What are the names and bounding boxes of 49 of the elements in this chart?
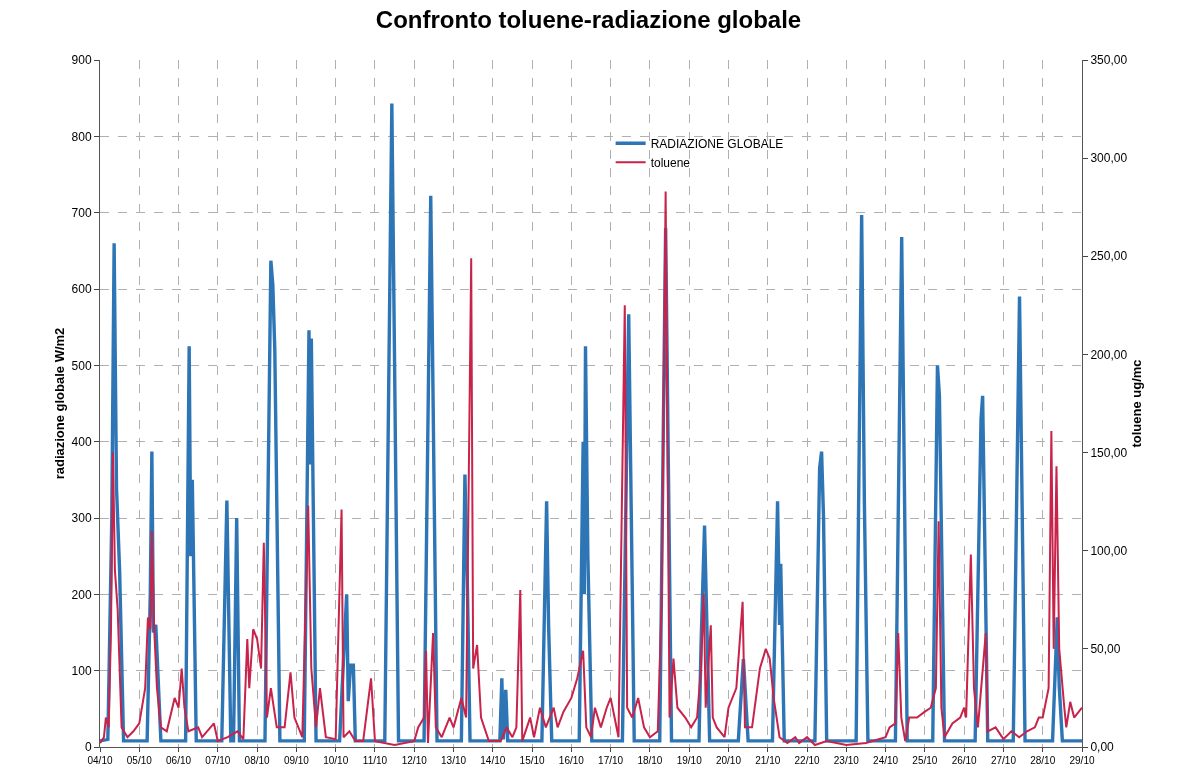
y-tick-label: 500 — [71, 358, 92, 373]
x-tick-label: 20/10 — [715, 755, 742, 766]
y-tick-label: 0 — [84, 740, 92, 755]
y2-tick-label: 350,00 — [1090, 53, 1128, 68]
x-tick-label: 15/10 — [519, 755, 546, 766]
x-tick-label: 11/10 — [362, 755, 388, 766]
x-tick-label: 18/10 — [637, 755, 663, 766]
x-tick-label: 22/10 — [794, 755, 820, 766]
chart-title: Confronto toluene-radiazione globale — [375, 6, 802, 34]
x-tick-label: 14/10 — [480, 755, 506, 766]
y-tick-label: 100 — [71, 663, 92, 678]
x-tick-label: 19/10 — [676, 755, 703, 766]
x-tick-label: 06/10 — [166, 755, 192, 766]
x-tick-label: 09/10 — [283, 755, 310, 766]
x-tick-label: 21/10 — [755, 755, 781, 766]
x-tick-label: 08/10 — [244, 755, 271, 766]
x-tick-label: 04/10 — [87, 755, 113, 766]
y-tick-label: 700 — [71, 205, 92, 220]
y-tick-label: 200 — [71, 587, 92, 602]
y-tick-label: 800 — [71, 129, 92, 144]
y-axis-title: radiazione globale W/m2 — [52, 327, 67, 480]
x-tick-label: 10/10 — [323, 755, 349, 766]
x-tick-label: 25/10 — [912, 755, 938, 766]
y-tick-label: 400 — [71, 434, 92, 449]
x-tick-label: 07/10 — [205, 755, 231, 766]
x-tick-label: 05/10 — [126, 755, 153, 766]
x-tick-label: 12/10 — [401, 755, 428, 766]
x-tick-label: 23/10 — [833, 755, 860, 766]
y2-tick-label: 300,00 — [1090, 151, 1128, 166]
y-tick-label: 900 — [71, 53, 92, 68]
y2-tick-label: 150,00 — [1090, 445, 1128, 460]
y2-tick-label: 0,00 — [1090, 740, 1115, 755]
y2-tick-label: 100,00 — [1090, 543, 1128, 558]
x-tick-label: 13/10 — [441, 755, 467, 766]
legend-label: toluene — [650, 155, 691, 170]
y2-tick-label: 200,00 — [1090, 347, 1128, 362]
x-tick-label: 29/10 — [1069, 755, 1095, 766]
y2-tick-label: 50,00 — [1090, 642, 1121, 657]
x-tick-label: 26/10 — [951, 755, 978, 766]
y2-tick-label: 250,00 — [1090, 249, 1128, 264]
x-tick-label: 17/10 — [598, 755, 624, 766]
y-tick-label: 300 — [71, 511, 92, 526]
x-tick-label: 27/10 — [990, 755, 1017, 766]
legend-label: RADIAZIONE GLOBALE — [650, 136, 784, 151]
x-tick-label: 24/10 — [873, 755, 899, 766]
x-tick-label: 28/10 — [1030, 755, 1056, 766]
x-tick-label: 16/10 — [558, 755, 585, 766]
y-tick-label: 600 — [71, 282, 92, 297]
y2-axis-title: toluene ug/mc — [1129, 359, 1145, 448]
